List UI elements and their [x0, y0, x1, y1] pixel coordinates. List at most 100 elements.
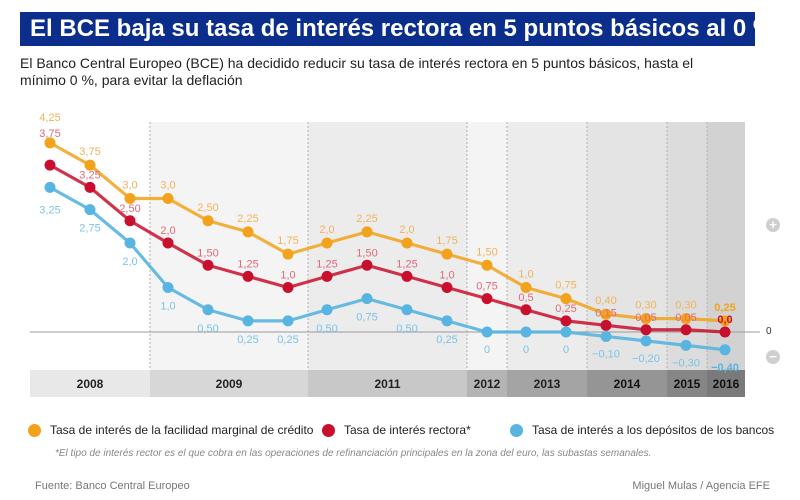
series-2-point-6 — [282, 315, 294, 327]
year-label-2009: 2009 — [216, 377, 243, 391]
series-0-label-10: 1,75 — [436, 235, 457, 247]
year-bar-2012 — [467, 370, 507, 397]
series-0-label-5: 2,25 — [237, 213, 258, 225]
series-1-label-0: 3,75 — [39, 128, 60, 140]
series-2-label-16: −0,30 — [672, 357, 700, 369]
legend-label-credit: Tasa de interés de la facilidad marginal… — [50, 423, 314, 437]
series-1-point-10 — [441, 282, 453, 293]
series-1-label-5: 1,25 — [237, 258, 258, 270]
series-2-point-0 — [44, 181, 56, 193]
series-1-point-17 — [719, 326, 731, 338]
series-1-label-2: 2,50 — [119, 203, 140, 215]
series-1-point-5 — [242, 270, 254, 282]
series-1-point-15 — [640, 324, 652, 336]
series-1-label-9: 1,25 — [396, 258, 417, 270]
series-2-label-14: −0,10 — [592, 348, 620, 360]
footnote: *El tipo de interés rector es el que cob… — [55, 448, 652, 459]
series-2-point-13 — [560, 326, 572, 338]
zero-axis-label: 0 — [766, 326, 772, 337]
series-0-label-12: 1,0 — [518, 269, 533, 281]
series-2-label-5: 0,25 — [237, 334, 258, 346]
series-1-label-1: 3,25 — [79, 169, 100, 181]
series-line-0 — [49, 141, 726, 323]
series-1-label-11: 0,75 — [476, 281, 497, 293]
year-label-2016: 2016 — [713, 377, 740, 391]
series-1-point-2 — [124, 215, 136, 227]
source: Fuente: Banco Central Europeo — [35, 480, 190, 492]
series-2-point-14 — [600, 330, 612, 342]
series-0-label-7: 2,0 — [319, 224, 334, 236]
series-1-label-12: 0,5 — [518, 292, 533, 304]
series-1-point-7 — [321, 270, 333, 282]
series-0-label-13: 0,75 — [555, 280, 576, 292]
series-0-point-11 — [481, 259, 493, 271]
year-bar-2015 — [667, 370, 707, 397]
series-1-point-6 — [282, 282, 294, 293]
series-2-point-17 — [719, 344, 731, 356]
series-2-label-12: 0 — [523, 344, 529, 356]
series-1-point-1 — [84, 181, 96, 193]
series-2-label-1: 2,75 — [79, 223, 100, 235]
series-1-point-0 — [44, 159, 56, 171]
series-2-point-11 — [481, 326, 493, 338]
year-bar-2016 — [707, 370, 745, 397]
zoom-in-icon[interactable]: + — [766, 218, 780, 232]
series-0-label-1: 3,75 — [79, 146, 100, 158]
series-line-2 — [49, 185, 726, 352]
series-0-point-10 — [441, 248, 453, 260]
series-0-label-16: 0,30 — [675, 300, 696, 312]
series-0-point-15 — [640, 313, 652, 325]
zoom-out-icon[interactable]: − — [766, 350, 780, 364]
series-line-1 — [49, 163, 726, 334]
series-1-label-13: 0,25 — [555, 303, 576, 315]
series-0-label-15: 0,30 — [635, 300, 656, 312]
series-0-point-8 — [361, 226, 373, 238]
series-0-point-1 — [84, 159, 96, 171]
series-0-point-4 — [202, 215, 214, 227]
legend-label-deposit: Tasa de interés a los depósitos de los b… — [532, 423, 775, 437]
series-2-point-16 — [680, 339, 692, 351]
series-0-point-5 — [242, 226, 254, 238]
series-0-point-2 — [124, 193, 136, 204]
series-1-label-4: 1,50 — [197, 247, 218, 259]
series-2-label-9: 0,50 — [396, 323, 417, 335]
series-2-label-17: −0,40 — [711, 362, 739, 374]
legend-item-main-rate: Tasa de interés rectora* — [322, 423, 471, 437]
series-2-label-10: 0,25 — [436, 334, 457, 346]
year-band-2014 — [587, 122, 667, 370]
series-0-label-0: 4,25 — [39, 112, 60, 124]
series-0-label-6: 1,75 — [277, 235, 298, 247]
year-label-2011: 2011 — [374, 377, 400, 391]
series-1-label-10: 1,0 — [439, 270, 454, 282]
series-2-point-8 — [361, 293, 373, 305]
year-bar-2008 — [30, 370, 150, 397]
series-1-label-8: 1,50 — [356, 247, 377, 259]
legend-item-deposit: Tasa de interés a los depósitos de los b… — [510, 423, 774, 437]
year-label-2014: 2014 — [614, 377, 641, 391]
series-2-label-15: −0,20 — [632, 353, 660, 365]
series-2-point-2 — [124, 237, 136, 249]
series-2-label-2: 2,0 — [122, 256, 137, 268]
legend: Tasa de interés de la facilidad marginal… — [28, 423, 774, 443]
series-0-point-12 — [520, 282, 532, 293]
series-2-point-4 — [202, 304, 214, 316]
series-2-label-7: 0,50 — [316, 323, 337, 335]
series-2-point-10 — [441, 315, 453, 327]
series-0-label-9: 2,0 — [399, 224, 414, 236]
series-0-label-3: 3,0 — [160, 180, 175, 192]
series-1-label-15: 0,05 — [635, 312, 656, 324]
series-2-point-7 — [321, 304, 333, 316]
series-2-point-15 — [640, 335, 652, 347]
series-2-label-8: 0,75 — [356, 312, 377, 324]
series-1-label-3: 2,0 — [160, 225, 175, 237]
series-1-label-7: 1,25 — [316, 258, 337, 270]
series-2-point-3 — [162, 282, 174, 293]
series-1-point-3 — [162, 237, 174, 249]
year-bar-2013 — [507, 370, 587, 397]
series-0-point-6 — [282, 248, 294, 260]
page-title: El BCE baja su tasa de interés rectora e… — [20, 12, 755, 46]
series-1-label-16: 0,05 — [675, 312, 696, 324]
legend-dot-main-rate — [322, 423, 335, 437]
legend-dot-credit — [28, 423, 41, 437]
series-2-label-13: 0 — [563, 344, 569, 356]
